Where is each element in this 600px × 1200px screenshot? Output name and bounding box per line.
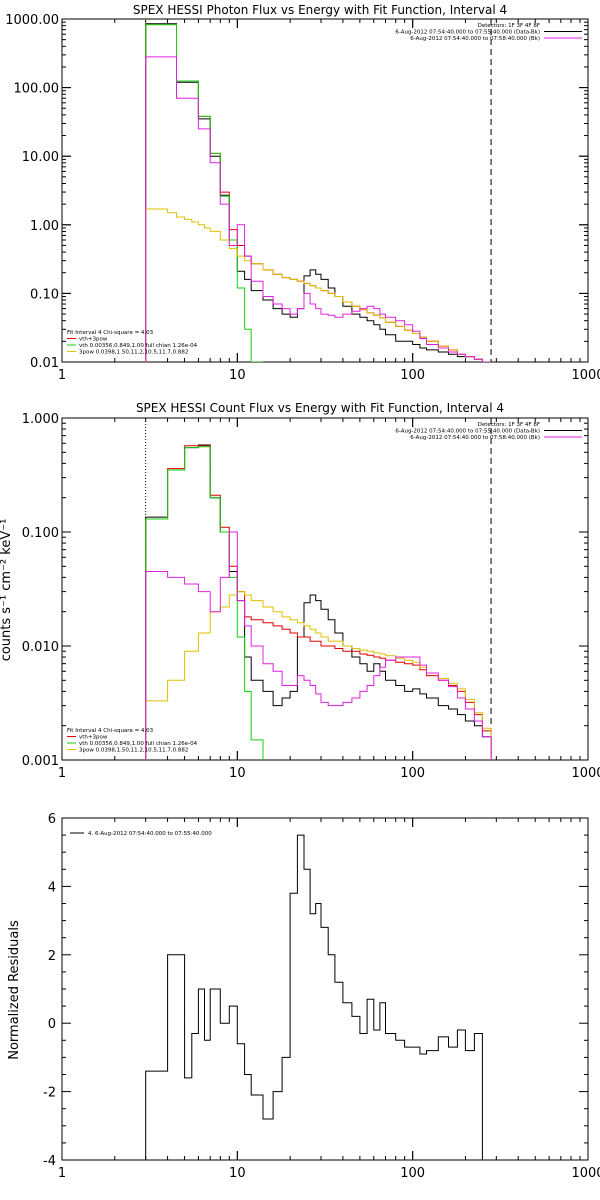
y-tick-label: -2 bbox=[43, 1086, 56, 1101]
y-tick-label: 0 bbox=[48, 1017, 56, 1032]
legend-label: 4. 6-Aug-2012 07:54:40.000 to 07:55:40.0… bbox=[88, 831, 212, 837]
x-tick-label: 100 bbox=[400, 766, 425, 781]
info-line: 6-Aug-2012 07:54:40.000 to 07:55:40.000 … bbox=[395, 30, 540, 36]
info-line: 6-Aug-2012 07:54:40.000 to 07:58:40.000 … bbox=[410, 36, 540, 42]
series-line-3pow bbox=[145, 591, 492, 760]
x-tick-label: 1 bbox=[58, 766, 66, 781]
series-line-vth bbox=[145, 446, 264, 760]
y-tick-label: 0.010 bbox=[22, 640, 59, 655]
y-tick-label: 1.000 bbox=[22, 412, 59, 427]
fit-info-line: vth+3pow bbox=[79, 735, 108, 741]
x-tick-label: 10 bbox=[229, 1166, 246, 1181]
y-tick-label: 0.10 bbox=[30, 287, 59, 302]
info-line: 6-Aug-2012 07:54:40.000 to 07:55:40.000 … bbox=[395, 429, 540, 435]
x-tick-label: 10 bbox=[229, 766, 246, 781]
series-line-data-bk bbox=[145, 444, 492, 760]
fit-info-line: vth 0.00356,0.849,1.00 full chian 1.26e-… bbox=[79, 741, 198, 747]
info-line: Detectors: 1F 3F 4F 8F bbox=[478, 422, 540, 428]
x-tick-label: 100 bbox=[400, 1166, 425, 1181]
x-tick-label: 1000 bbox=[571, 766, 600, 781]
y-tick-label: 0.001 bbox=[22, 754, 59, 769]
photon-flux-title: SPEX HESSI Photon Flux vs Energy with Fi… bbox=[133, 3, 507, 17]
series-line-vth-3pow bbox=[145, 24, 492, 362]
y-tick-label: 6 bbox=[48, 812, 56, 827]
x-tick-label: 1 bbox=[58, 1166, 66, 1181]
series-line-bk bbox=[145, 531, 492, 760]
y-tick-label: 100.00 bbox=[14, 82, 60, 97]
x-tick-label: 10 bbox=[229, 368, 246, 383]
series-line-vth-3pow bbox=[145, 445, 492, 760]
fit-info-line: Fit Interval 4 Chi-square = 4.03 bbox=[67, 728, 154, 734]
y-tick-label: 4 bbox=[48, 880, 56, 895]
plot-frame bbox=[61, 18, 589, 363]
fit-info-line: 3pow 0.0398,1.50,11.2,10.5,11.7,0.882 bbox=[79, 350, 188, 356]
info-line: Detectors: 1F 3F 4F 8F bbox=[478, 23, 540, 29]
x-tick-label: 100 bbox=[400, 368, 425, 383]
series-line-bk bbox=[145, 56, 492, 362]
residuals-ylabel: Normalized Residuals bbox=[7, 920, 22, 1060]
fit-info-line: 3pow 0.0398,1.50,11.2,10.5,11.7,0.882 bbox=[79, 748, 188, 754]
series-line-vth bbox=[145, 24, 263, 362]
info-line: 6-Aug-2012 07:54:40.000 to 07:58:40.000 … bbox=[410, 435, 540, 441]
y-tick-label: 1.00 bbox=[30, 219, 59, 234]
residuals-panel: Normalized Residuals 1 10 100 1000 -4 -2 0 2 4 6 4… bbox=[7, 812, 600, 1181]
x-tick-label: 1 bbox=[58, 368, 66, 383]
count-flux-panel: SPEX HESSI Count Flux vs Energy with Fit… bbox=[0, 401, 600, 781]
fit-info-line: vth 0.00356,0.849,1.00 full chian 1.26e-… bbox=[79, 343, 198, 349]
y-tick-label: -4 bbox=[43, 1154, 56, 1169]
count-flux-ylabel: counts s⁻¹ cm⁻² keV⁻¹ bbox=[0, 519, 14, 662]
x-tick-label: 1000 bbox=[571, 368, 600, 383]
fit-info-line: Fit Interval 4 Chi-square = 4.03 bbox=[67, 330, 154, 336]
series-line-4-6-aug-2012-07-54-40-000-to-07-55-40-000 bbox=[145, 834, 492, 1160]
y-tick-label: 0.01 bbox=[30, 356, 59, 371]
y-tick-label: 2 bbox=[48, 949, 56, 964]
y-tick-label: 10.00 bbox=[22, 150, 59, 165]
photon-flux-panel: SPEX HESSI Photon Flux vs Energy with Fi… bbox=[5, 3, 600, 383]
series-line-data-bk bbox=[145, 23, 492, 362]
count-flux-title: SPEX HESSI Count Flux vs Energy with Fit… bbox=[136, 401, 504, 415]
fit-info-line: vth+3pow bbox=[79, 337, 108, 343]
series-line-3pow bbox=[145, 208, 492, 362]
x-tick-label: 1000 bbox=[571, 1166, 600, 1181]
y-tick-label: 0.100 bbox=[22, 526, 59, 541]
plot-frame bbox=[61, 417, 589, 761]
y-tick-label: 1000.00 bbox=[5, 13, 59, 28]
plot-frame bbox=[61, 817, 589, 1161]
